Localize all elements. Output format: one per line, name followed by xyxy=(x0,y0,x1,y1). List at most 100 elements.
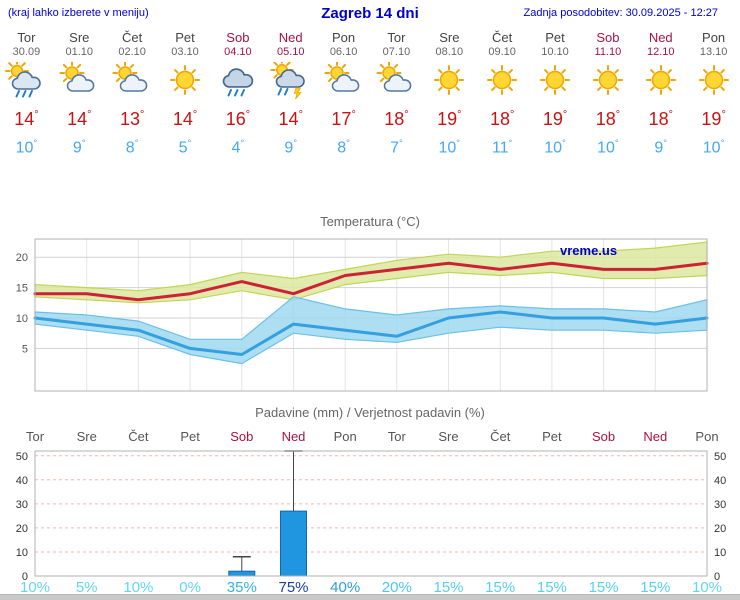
precip-day-label: Sre xyxy=(77,429,97,444)
precip-probability-label: 15% xyxy=(589,579,619,594)
precip-day-label: Ned xyxy=(282,429,306,444)
precip-y-tick-right: 20 xyxy=(714,523,726,535)
sunny-icon xyxy=(687,62,740,102)
precip-day-label: Tor xyxy=(26,429,45,444)
precip-y-tick-left: 40 xyxy=(16,475,28,487)
day-low-temp: 4° xyxy=(231,138,245,157)
day-name: Pet xyxy=(175,30,195,45)
day-name: Pon xyxy=(332,30,356,45)
day-column-tor-07.10[interactable]: Tor 07.10 18° 7° xyxy=(370,30,423,166)
watermark-text: vreme.us xyxy=(560,243,617,258)
sunny-icon xyxy=(423,62,476,102)
day-high-temp: 19° xyxy=(701,109,726,129)
menu-hint-text: (kraj lahko izberete v meniju) xyxy=(8,7,149,19)
sun-cloud-glyph xyxy=(376,62,412,92)
precip-y-tick-right: 0 xyxy=(714,571,720,583)
precip-y-tick-right: 40 xyxy=(714,475,726,487)
day-name: Pet xyxy=(545,30,565,45)
day-column-pon-06.10[interactable]: Pon 06.10 17° 8° xyxy=(317,30,370,166)
day-high-temp: 18° xyxy=(595,109,621,129)
temp-y-tick-label: 20 xyxy=(16,252,28,264)
cloud-rain-lightning-sun-icon xyxy=(264,62,317,102)
day-name: Sre xyxy=(439,30,460,45)
day-column-pet-10.10[interactable]: Pet 10.10 19° 10° xyxy=(529,30,582,166)
day-name: Sob xyxy=(226,30,250,45)
day-column-pon-13.10[interactable]: Pon 13.10 19° 10° xyxy=(687,30,740,166)
day-date: 09.10 xyxy=(488,46,516,58)
day-name: Sob xyxy=(596,30,620,45)
day-low-temp: 10° xyxy=(438,138,461,157)
page-title: Zagreb 14 dni xyxy=(321,5,419,22)
sunny-glyph xyxy=(645,65,676,95)
precip-probability-label: 35% xyxy=(227,579,257,594)
day-column-sre-01.10[interactable]: Sre 01.10 14° 9° xyxy=(53,30,106,166)
cloud-rain-sun-icon xyxy=(0,62,53,102)
sunny-icon xyxy=(159,62,212,102)
precip-plot-border xyxy=(34,450,708,577)
day-high-temp: 16° xyxy=(225,109,251,129)
day-name: Ned xyxy=(278,30,303,45)
precip-y-tick-left: 0 xyxy=(22,571,28,583)
forecast-strip: Tor 30.09 14° 10° Sre 01.10 14° 9° Čet 02.10 13° 8°… xyxy=(0,26,740,166)
day-date: 11.10 xyxy=(594,46,622,58)
precip-day-label: Pet xyxy=(180,429,200,444)
precip-probability-label: 10% xyxy=(692,579,722,594)
sunny-glyph xyxy=(434,65,465,95)
day-column-tor-30.09[interactable]: Tor 30.09 14° 10° xyxy=(0,30,53,166)
page-header: (kraj lahko izberete v meniju) Zagreb 14… xyxy=(0,0,740,26)
day-date: 03.10 xyxy=(171,46,199,58)
day-column-ned-12.10[interactable]: Ned 12.10 18° 9° xyxy=(634,30,687,166)
day-name: Tor xyxy=(387,30,406,45)
precip-probability-label: 0% xyxy=(179,579,201,594)
day-name: Ned xyxy=(648,30,673,45)
precip-probability-label: 15% xyxy=(537,579,567,594)
precip-y-tick-left: 50 xyxy=(16,451,28,463)
day-date: 30.09 xyxy=(12,46,41,58)
day-date: 13.10 xyxy=(699,46,728,58)
temp-y-tick-label: 10 xyxy=(16,313,28,325)
cloud-rain-glyph xyxy=(222,68,254,97)
precip-probability-label: 15% xyxy=(485,579,515,594)
day-high-temp: 17° xyxy=(331,109,356,129)
day-low-temp: 10° xyxy=(544,138,566,157)
day-column-čet-09.10[interactable]: Čet 09.10 18° 11° xyxy=(476,30,529,166)
sunny-icon xyxy=(581,62,634,102)
precip-y-tick-left: 20 xyxy=(16,523,28,535)
day-date: 06.10 xyxy=(329,46,358,58)
day-column-ned-05.10[interactable]: Ned 05.10 14° 9° xyxy=(264,30,317,166)
day-column-sob-11.10[interactable]: Sob 11.10 18° 10° xyxy=(581,30,634,166)
sunny-glyph xyxy=(698,65,729,95)
sun-cloud-icon xyxy=(53,62,106,102)
precip-chart-title: Padavine (mm) / Verjetnost padavin (%) xyxy=(255,405,485,420)
precip-day-label: Pon xyxy=(334,429,357,444)
day-column-sre-08.10[interactable]: Sre 08.10 19° 10° xyxy=(423,30,476,166)
day-low-temp: 10° xyxy=(15,138,38,157)
horizontal-scrollbar[interactable] xyxy=(0,594,740,600)
sunny-icon xyxy=(634,62,687,102)
sunny-glyph xyxy=(487,65,518,95)
precip-y-tick-left: 10 xyxy=(16,547,28,559)
day-name: Pon xyxy=(702,30,726,45)
day-low-temp: 10° xyxy=(597,138,619,157)
day-high-temp: 14° xyxy=(67,109,92,129)
day-high-temp: 14° xyxy=(172,109,198,129)
precip-day-label: Pon xyxy=(695,429,718,444)
precip-day-label: Pet xyxy=(542,429,562,444)
day-date: 04.10 xyxy=(224,46,252,58)
precip-probability-label: 75% xyxy=(278,579,308,594)
precip-probability-label: 15% xyxy=(640,579,670,594)
precip-day-label: Sob xyxy=(592,429,615,444)
day-date: 10.10 xyxy=(541,46,569,58)
precip-y-tick-right: 30 xyxy=(714,499,726,511)
day-column-sob-04.10[interactable]: Sob 04.10 16° 4° xyxy=(211,30,264,166)
day-column-čet-02.10[interactable]: Čet 02.10 13° 8° xyxy=(106,30,159,166)
sunny-icon xyxy=(476,62,529,102)
precip-y-tick-left: 30 xyxy=(16,499,28,511)
day-date: 02.10 xyxy=(118,46,146,58)
sunny-icon xyxy=(529,62,582,102)
precipitation-chart: Padavine (mm) / Verjetnost padavin (%) To… xyxy=(0,401,740,594)
precip-probability-label: 10% xyxy=(123,579,153,594)
temp-chart-title: Temperatura (°C) xyxy=(320,214,420,229)
temp-plot-border xyxy=(34,238,708,392)
day-column-pet-03.10[interactable]: Pet 03.10 14° 5° xyxy=(159,30,212,166)
